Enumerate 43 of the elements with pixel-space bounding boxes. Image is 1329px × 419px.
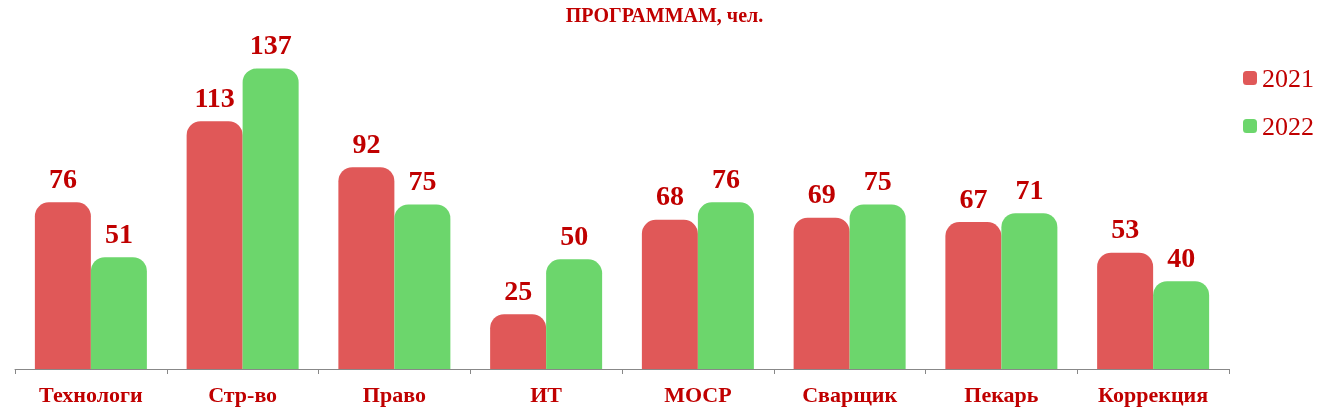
data-label: 75 xyxy=(408,165,437,196)
x-tick-label: Стр-во xyxy=(208,381,278,407)
legend-label: 2021 xyxy=(1262,63,1314,93)
bar xyxy=(338,167,395,369)
x-tick-label: Сварщик xyxy=(802,381,898,407)
bar xyxy=(394,204,451,369)
bar xyxy=(34,202,91,369)
legend-label: 2022 xyxy=(1262,111,1314,141)
x-tick-label: ИТ xyxy=(530,381,563,407)
bar xyxy=(1153,281,1210,369)
bar xyxy=(242,68,299,369)
data-label: 71 xyxy=(1015,173,1044,205)
bar xyxy=(546,259,603,369)
bar xyxy=(697,202,754,369)
data-label: 76 xyxy=(711,162,740,194)
x-tick-label: МОСР xyxy=(664,381,732,407)
data-label: 40 xyxy=(1167,241,1196,273)
bar xyxy=(641,219,698,369)
bar xyxy=(186,121,243,369)
data-label: 69 xyxy=(807,178,836,210)
data-label: 67 xyxy=(959,182,988,214)
x-tick-label: Пекарь xyxy=(964,381,1039,407)
data-label: 76 xyxy=(48,162,77,194)
bar xyxy=(849,204,906,369)
bar xyxy=(1001,213,1058,369)
data-label: 113 xyxy=(194,81,235,113)
bar xyxy=(945,222,1002,369)
data-label: 50 xyxy=(560,219,589,251)
data-label: 137 xyxy=(249,29,292,61)
data-label: 53 xyxy=(1111,213,1140,245)
x-tick-label: Право xyxy=(362,381,426,407)
data-label: 25 xyxy=(504,274,533,306)
data-label: 68 xyxy=(655,180,684,212)
x-tick-label: Коррекция xyxy=(1098,381,1209,407)
bar xyxy=(90,257,147,369)
data-label: 51 xyxy=(104,217,133,249)
chart-title: ПРОГРАММАМ, чел. xyxy=(565,4,764,26)
x-tick-label: Технологи xyxy=(39,381,143,407)
bar xyxy=(793,217,850,369)
data-label: 75 xyxy=(863,165,892,196)
data-label: 92 xyxy=(352,127,381,159)
bar xyxy=(490,314,547,369)
bar xyxy=(1097,252,1154,369)
